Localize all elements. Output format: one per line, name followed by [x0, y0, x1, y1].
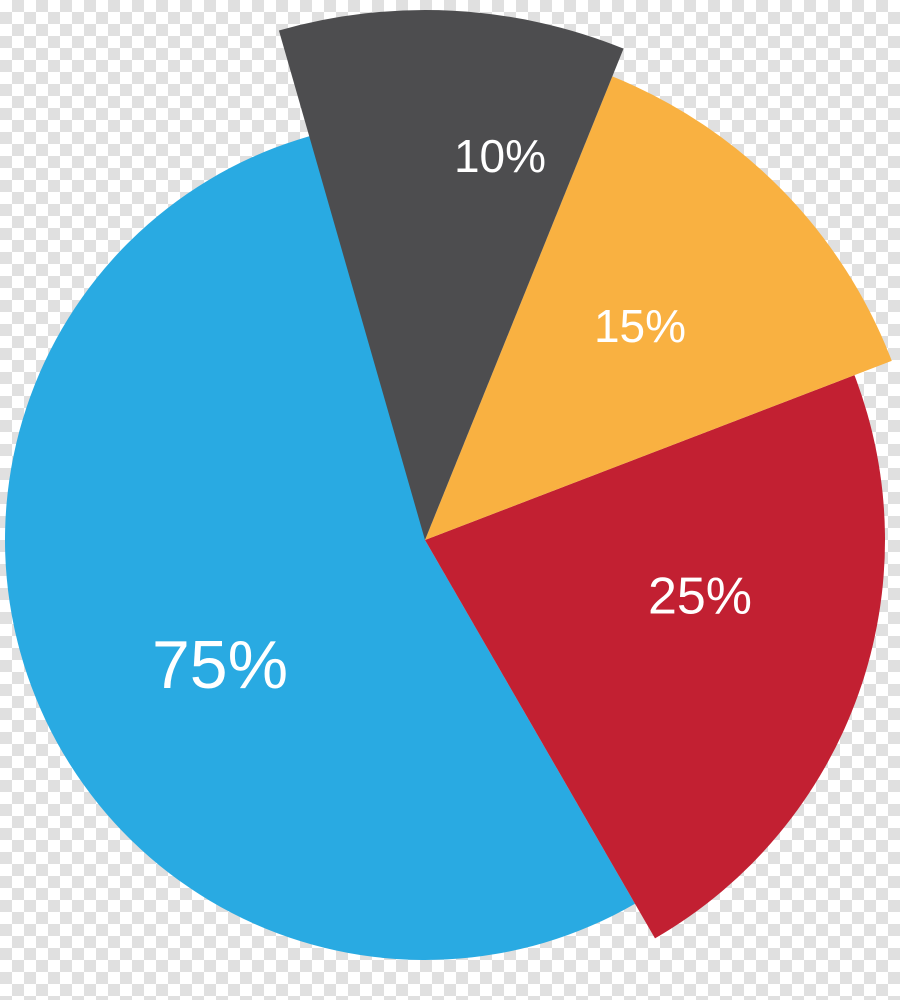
slice-label-blue: 75%: [152, 627, 288, 703]
slice-label-red: 25%: [648, 568, 752, 626]
slice-label-dark-grey: 10%: [454, 130, 546, 182]
slice-label-orange: 15%: [594, 300, 686, 352]
pie-chart-svg: 75% 10% 15% 25%: [0, 0, 900, 1000]
pie-chart: 75% 10% 15% 25%: [0, 0, 900, 1000]
